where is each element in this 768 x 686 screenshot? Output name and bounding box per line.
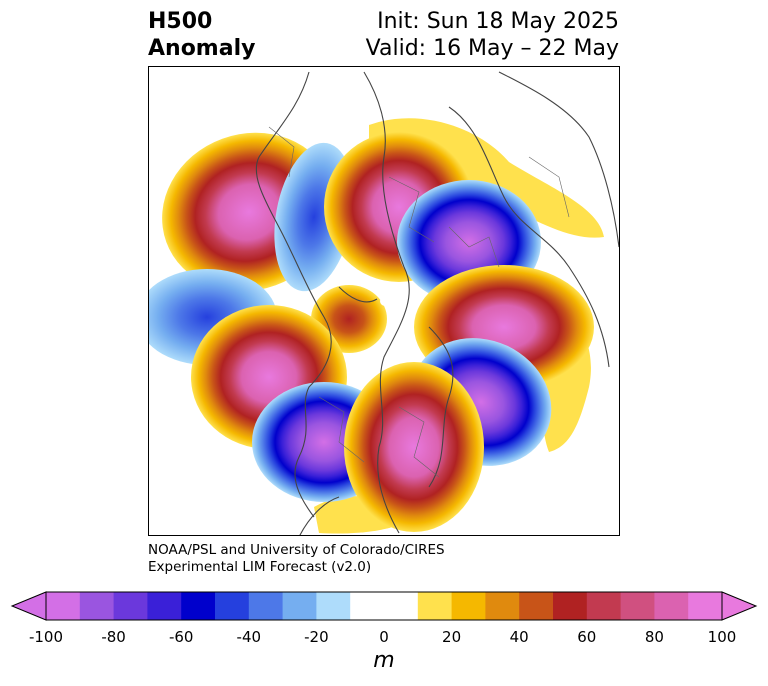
credit-line-2: Experimental LIM Forecast (v2.0) xyxy=(148,559,372,575)
colorbar-bin xyxy=(384,592,419,620)
colorbar-tick-label: 100 xyxy=(707,628,737,646)
valid-range: Valid: 16 May – 22 May xyxy=(365,36,619,61)
colorbar-tick-label: -40 xyxy=(236,628,262,646)
colorbar-bin xyxy=(519,592,554,620)
init-date: Init: Sun 18 May 2025 xyxy=(377,9,619,34)
colorbar-bin xyxy=(147,592,182,620)
colorbar-bin xyxy=(586,592,622,620)
colorbar-extend-high xyxy=(721,591,758,621)
credit-line-1: NOAA/PSL and University of Colorado/CIRE… xyxy=(148,542,445,558)
anomaly-map xyxy=(148,66,620,536)
colorbar-bin xyxy=(46,592,81,620)
coastlines xyxy=(255,71,619,535)
colorbar-tick-label: 20 xyxy=(442,628,462,646)
colorbar-tick-label: 40 xyxy=(509,628,529,646)
colorbar-bin xyxy=(620,592,655,620)
title-right: Init: Sun 18 May 2025 Valid: 16 May – 22… xyxy=(366,8,619,62)
colorbar-unit: m xyxy=(373,648,395,673)
anomaly-map-svg xyxy=(149,71,619,535)
positive-anomaly-north-america xyxy=(344,362,484,532)
north-pole-marker xyxy=(380,296,390,306)
colorbar-bin xyxy=(654,592,689,620)
colorbar-bin xyxy=(181,592,216,620)
colorbar-tick-label: 0 xyxy=(379,628,389,646)
colorbar-tick-label: -20 xyxy=(304,628,329,646)
colorbar-extend-low xyxy=(10,591,47,621)
colorbar xyxy=(10,591,758,621)
political-borders xyxy=(268,126,570,478)
colorbar-tick-label: -100 xyxy=(28,628,64,646)
title-variable: H500 xyxy=(148,9,213,34)
colorbar-bin xyxy=(113,592,148,620)
colorbar-bin xyxy=(451,592,486,620)
colorbar-tick-label: 60 xyxy=(577,628,597,646)
colorbar-bin xyxy=(316,592,351,620)
colorbar-bin xyxy=(688,592,723,620)
colorbar-bin xyxy=(350,592,385,620)
colorbar-bin xyxy=(282,592,317,620)
colorbar-bin xyxy=(79,592,115,620)
colorbar-bin xyxy=(215,592,250,620)
colorbar-tick-label: -60 xyxy=(168,628,194,646)
title-left: H500 Anomaly xyxy=(148,8,255,62)
colorbar-tick-label: 80 xyxy=(644,628,664,646)
credit: NOAA/PSL and University of Colorado/CIRE… xyxy=(148,542,445,576)
title-anomaly: Anomaly xyxy=(148,36,256,61)
colorbar-bin xyxy=(553,592,588,620)
colorbar-ticks: -100 -80 -60 -40 -20 0 20 40 60 80 100 xyxy=(0,628,768,648)
colorbar-bin xyxy=(248,592,284,620)
colorbar-bin xyxy=(417,592,453,620)
colorbar-bin xyxy=(485,592,520,620)
colorbar-border xyxy=(45,591,723,621)
colorbar-tick-label: -80 xyxy=(101,628,126,646)
